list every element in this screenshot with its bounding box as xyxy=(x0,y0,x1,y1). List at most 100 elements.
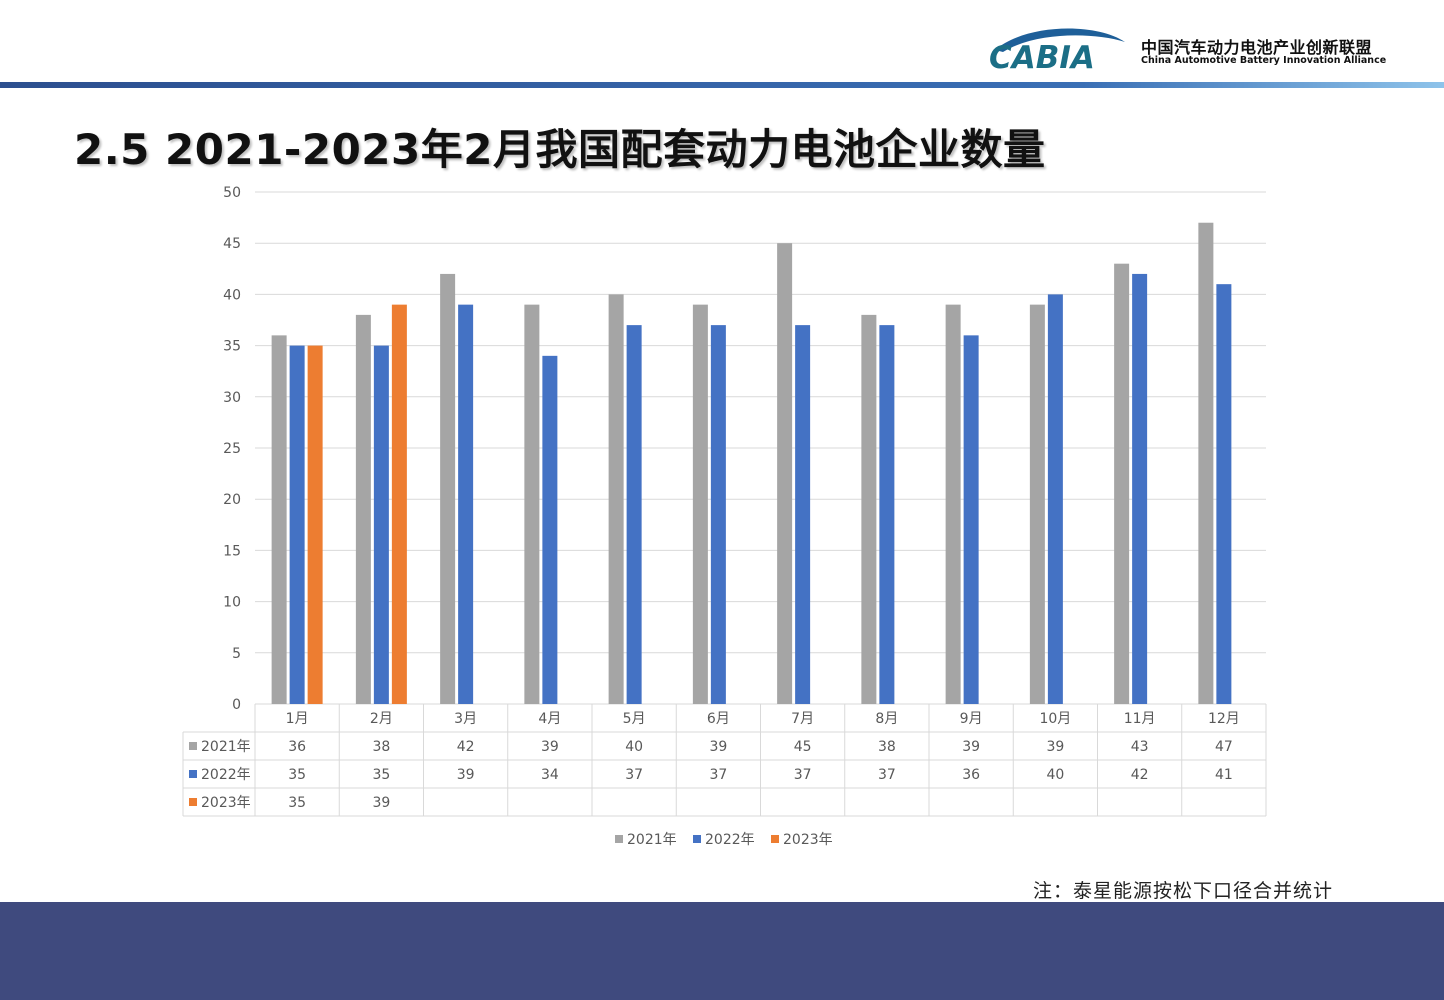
table-value: 36 xyxy=(962,767,980,783)
bar xyxy=(355,314,371,704)
legend-label: 2021年 xyxy=(627,832,677,848)
bar xyxy=(391,304,407,704)
table-series-name: 2023年 xyxy=(201,795,251,811)
x-category-label: 6月 xyxy=(707,711,730,727)
table-value: 35 xyxy=(288,767,306,783)
table-value: 35 xyxy=(372,767,390,783)
bar xyxy=(307,345,323,704)
y-tick-label: 25 xyxy=(223,441,241,457)
bar xyxy=(1047,294,1063,704)
y-tick-label: 35 xyxy=(223,339,241,355)
bar xyxy=(692,304,708,704)
bar xyxy=(1216,284,1232,704)
bar xyxy=(608,294,624,704)
y-tick-label: 10 xyxy=(223,595,241,611)
bar xyxy=(542,355,558,704)
y-tick-label: 20 xyxy=(223,492,241,508)
table-value: 43 xyxy=(1131,739,1149,755)
table-value: 37 xyxy=(794,767,812,783)
bar xyxy=(795,325,811,704)
table-value: 39 xyxy=(709,739,727,755)
bar xyxy=(440,273,456,704)
table-value: 38 xyxy=(878,739,896,755)
x-category-label: 2月 xyxy=(370,711,393,727)
legend-label: 2023年 xyxy=(783,832,833,848)
bar xyxy=(458,304,474,704)
bar xyxy=(373,345,389,704)
data-table: 1月 2月 3月 4月 5月 6月 7月 8月 9月 10月 11月 12月 2021年 36 38 42 39… xyxy=(182,704,1267,817)
table-value: 35 xyxy=(288,795,306,811)
bar xyxy=(777,243,793,704)
legend-key xyxy=(615,835,623,843)
bar xyxy=(524,304,540,704)
y-tick-label: 30 xyxy=(223,390,241,406)
table-legend-key xyxy=(189,770,197,778)
x-category-label: 9月 xyxy=(960,711,983,727)
table-value: 41 xyxy=(1215,767,1233,783)
bar xyxy=(879,325,895,704)
table-legend-key xyxy=(189,742,197,750)
y-tick-label: 45 xyxy=(223,236,241,252)
footnote: 注：泰星能源按松下口径合并统计 xyxy=(1033,880,1334,902)
table-value: 37 xyxy=(878,767,896,783)
x-category-label: 7月 xyxy=(791,711,814,727)
table-value: 40 xyxy=(1046,767,1064,783)
table-value: 45 xyxy=(794,739,812,755)
table-value: 42 xyxy=(457,739,475,755)
bar xyxy=(1114,263,1130,704)
table-value: 39 xyxy=(1046,739,1064,755)
x-category-label: 12月 xyxy=(1208,711,1240,727)
table-series-name: 2022年 xyxy=(201,767,251,783)
y-tick-label: 5 xyxy=(232,646,241,662)
table-value: 47 xyxy=(1215,739,1233,755)
x-category-label: 5月 xyxy=(623,711,646,727)
table-value: 34 xyxy=(541,767,559,783)
table-series-name: 2021年 xyxy=(201,739,251,755)
bar xyxy=(271,335,287,704)
table-value: 38 xyxy=(372,739,390,755)
table-value: 39 xyxy=(962,739,980,755)
table-value: 39 xyxy=(541,739,559,755)
table-legend-key xyxy=(189,798,197,806)
legend: 2021年 2022年 2023年 xyxy=(615,832,833,848)
x-category-label: 8月 xyxy=(875,711,898,727)
bar xyxy=(626,325,642,704)
page-title: 2.5 2021-2023年2月我国配套动力电池企业数量 xyxy=(74,125,1046,174)
x-category-label: 11月 xyxy=(1124,711,1156,727)
table-value: 36 xyxy=(288,739,306,755)
bar xyxy=(1132,273,1148,704)
bar xyxy=(861,314,877,704)
table-value: 37 xyxy=(625,767,643,783)
bar xyxy=(963,335,979,704)
table-value: 39 xyxy=(372,795,390,811)
header-divider xyxy=(0,82,1444,88)
footer-band xyxy=(0,902,1444,1000)
x-category-label: 3月 xyxy=(454,711,477,727)
bars xyxy=(271,222,1232,704)
x-category-label: 10月 xyxy=(1039,711,1071,727)
org-name-en: China Automotive Battery Innovation Alli… xyxy=(1141,55,1387,66)
table-value: 37 xyxy=(709,767,727,783)
cabia-logo: CABIA xyxy=(989,28,1125,74)
x-category-label: 4月 xyxy=(538,711,561,727)
table-value: 39 xyxy=(457,767,475,783)
bar xyxy=(945,304,961,704)
bar xyxy=(710,325,726,704)
y-axis: 0 5 10 15 20 25 30 35 40 45 50 xyxy=(223,185,241,713)
y-tick-label: 15 xyxy=(223,543,241,559)
org-name-cn: 中国汽车动力电池产业创新联盟 xyxy=(1141,38,1373,57)
y-tick-label: 0 xyxy=(232,697,241,713)
x-category-label: 1月 xyxy=(286,711,309,727)
logo-text: CABIA xyxy=(989,40,1095,74)
table-value: 42 xyxy=(1131,767,1149,783)
legend-key xyxy=(771,835,779,843)
legend-key xyxy=(693,835,701,843)
table-value: 40 xyxy=(625,739,643,755)
bar xyxy=(1198,222,1214,704)
bar xyxy=(1029,304,1045,704)
legend-label: 2022年 xyxy=(705,832,755,848)
gridlines xyxy=(255,191,1266,705)
bar xyxy=(289,345,305,704)
y-tick-label: 40 xyxy=(223,287,241,303)
